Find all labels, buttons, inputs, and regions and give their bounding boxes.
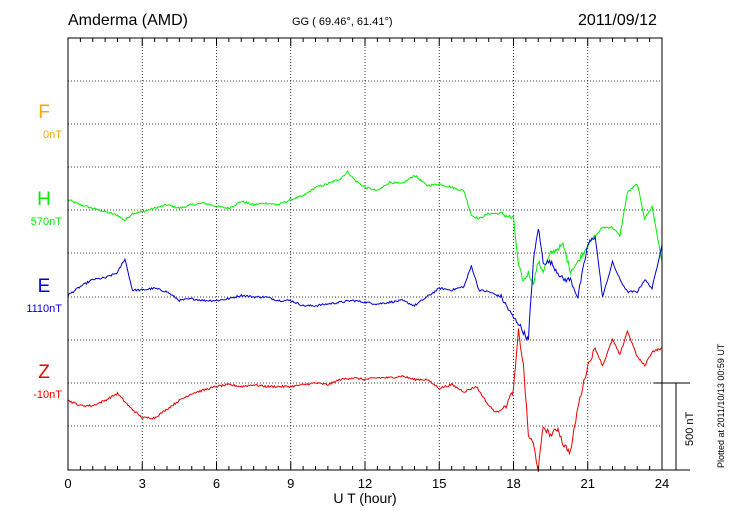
x-tick-label: 12 xyxy=(358,476,372,491)
component-letter-z: Z xyxy=(38,362,50,383)
x-tick-label: 21 xyxy=(581,476,595,491)
series-line-e xyxy=(67,228,663,342)
date-label: 2011/09/12 xyxy=(578,12,657,29)
grid-lines xyxy=(68,38,662,470)
component-baseline-f: 0nT xyxy=(43,129,62,141)
x-tick-label: 6 xyxy=(213,476,220,491)
series-layer xyxy=(67,169,663,473)
component-letter-h: H xyxy=(37,189,51,210)
x-axis-label: U T (hour) xyxy=(333,490,396,506)
component-baseline-z: -10nT xyxy=(33,389,62,401)
x-axis-ticks: 0 3 6 9 12 15 18 21 24 xyxy=(64,38,669,491)
component-letter-e: E xyxy=(38,276,51,297)
series-line-h xyxy=(67,169,663,285)
series-line-z xyxy=(67,328,663,473)
component-letter-f: F xyxy=(38,102,50,123)
x-tick-label: 3 xyxy=(139,476,146,491)
component-labels: F 0nT H 570nT E 1110nT Z -10nT xyxy=(26,102,62,401)
geographic-coordinates: GG ( 69.46°, 61.41°) xyxy=(292,16,393,28)
component-baseline-e: 1110nT xyxy=(26,303,62,315)
x-tick-label: 18 xyxy=(506,476,520,491)
x-tick-label: 24 xyxy=(655,476,669,491)
scale-bar: 500 nT xyxy=(654,382,696,471)
x-tick-label: 9 xyxy=(287,476,294,491)
component-baseline-h: 570nT xyxy=(31,216,62,228)
x-tick-label: 15 xyxy=(432,476,446,491)
scale-bar-label: 500 nT xyxy=(684,411,696,446)
x-tick-label: 0 xyxy=(64,476,71,491)
station-title: Amderma (AMD) xyxy=(68,12,189,29)
